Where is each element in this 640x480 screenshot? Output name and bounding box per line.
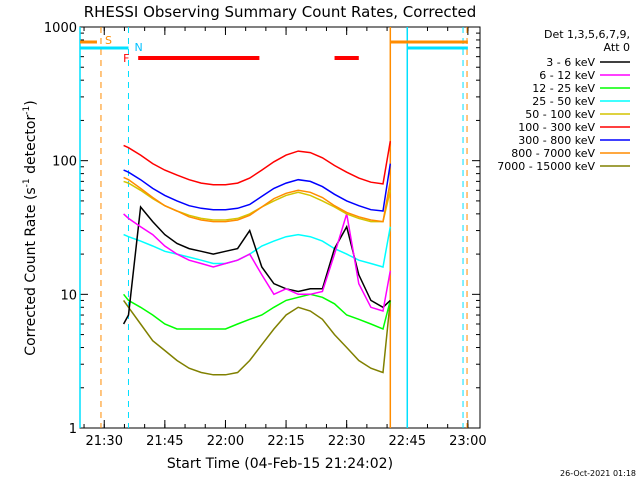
x-tick-label: 22:15 xyxy=(267,434,304,449)
legend-label: 7000 - 15000 keV xyxy=(497,160,595,173)
legend-label: 100 - 300 keV xyxy=(518,121,595,134)
chart-title: RHESSI Observing Summary Count Rates, Co… xyxy=(84,3,477,21)
legend-header-line1: Det 1,3,5,6,7,9, xyxy=(544,28,630,41)
plot-frame xyxy=(79,26,481,429)
legend-label: 25 - 50 keV xyxy=(532,95,595,108)
y-axis-label: Corrected Count Rate (s-1 detector-1) xyxy=(22,100,39,355)
legend-label: 50 - 100 keV xyxy=(525,108,595,121)
series-line-50-100-kev xyxy=(123,180,392,223)
series-line-7000-15000-kev xyxy=(122,299,392,376)
flare-label: F xyxy=(123,52,129,65)
legend-label: 300 - 800 keV xyxy=(518,134,595,147)
series-line-800-7000-kev xyxy=(123,176,392,223)
x-tick-label: 23:00 xyxy=(449,434,486,449)
y-axis-label-end: ) xyxy=(23,100,39,105)
y-axis-label-mid: detector xyxy=(23,115,39,179)
y-axis-label-sup2: -1 xyxy=(22,106,32,115)
night-label: N xyxy=(134,41,142,54)
x-tick-label: 22:45 xyxy=(389,434,426,449)
legend-label: 800 - 7000 keV xyxy=(511,147,595,160)
axis-ticks: 1 10 100 1000 21:30 21:45 22:00 22:15 22:30 22:45… xyxy=(44,21,487,449)
saa-label: S xyxy=(105,34,112,47)
series-line-12-25-kev xyxy=(123,293,392,331)
y-tick-label: 1000 xyxy=(44,21,77,36)
series-line-300-800-kev xyxy=(123,163,392,212)
footer-date: 26-Oct-2021 01:18 xyxy=(560,469,636,478)
y-axis-label-main: Corrected Count Rate (s xyxy=(23,187,39,355)
legend-label: 12 - 25 keV xyxy=(532,82,595,95)
legend-header-line2: Att 0 xyxy=(604,41,630,54)
x-tick-label: 21:45 xyxy=(146,434,183,449)
x-tick-label: 22:00 xyxy=(207,434,244,449)
y-axis-label-sup1: -1 xyxy=(22,178,32,187)
y-tick-label: 100 xyxy=(52,155,77,170)
series-line-100-300-kev xyxy=(123,140,392,186)
y-tick-label: 1 xyxy=(69,422,77,437)
series-line-3-6-kev xyxy=(122,205,391,325)
legend-label: 3 - 6 keV xyxy=(546,56,595,69)
x-axis-label: Start Time (04-Feb-15 21:24:02) xyxy=(167,456,393,472)
series-line-6-12-kev xyxy=(123,213,392,312)
legend-label: 6 - 12 keV xyxy=(539,69,595,82)
x-tick-label: 21:30 xyxy=(86,434,123,449)
series-layer xyxy=(122,140,392,376)
y-tick-label: 10 xyxy=(60,288,77,303)
x-tick-label: 22:30 xyxy=(328,434,365,449)
